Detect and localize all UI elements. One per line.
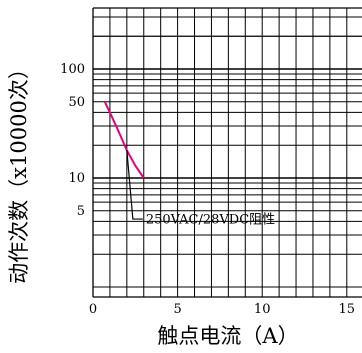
- y-tick-label: 50: [68, 95, 85, 110]
- y-axis-title: 动作次数（x10000次）: [7, 58, 31, 284]
- annotations: 250VAC/28VDC阻性: [126, 150, 275, 228]
- annotation-label: 250VAC/28VDC阻性: [146, 213, 275, 228]
- grid-layer: [92, 7, 362, 298]
- x-tick-label: 0: [89, 302, 97, 317]
- x-axis-title: 触点电流（A）: [157, 324, 298, 348]
- series-line: [103, 101, 145, 179]
- y-tick-label: 5: [77, 204, 85, 219]
- y-tick-label: 100: [60, 62, 85, 77]
- x-tick-label: 10: [254, 302, 271, 317]
- series-layer: [103, 101, 145, 179]
- x-tick-label: 15: [339, 302, 356, 317]
- annotation-leader: [126, 150, 143, 220]
- x-tick-label: 5: [173, 302, 181, 317]
- y-tick-label: 10: [68, 171, 85, 186]
- tick-labels: 0 5 10 15 5 10 50 100: [60, 62, 355, 317]
